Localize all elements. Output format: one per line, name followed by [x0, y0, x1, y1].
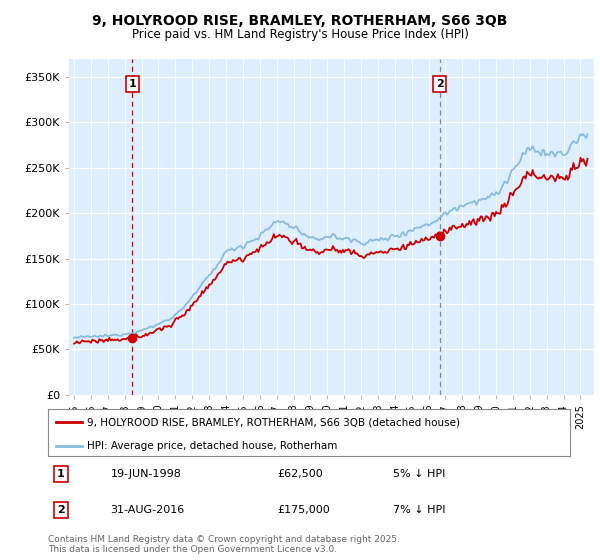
Text: 9, HOLYROOD RISE, BRAMLEY, ROTHERHAM, S66 3QB: 9, HOLYROOD RISE, BRAMLEY, ROTHERHAM, S6… [92, 14, 508, 28]
Text: Contains HM Land Registry data © Crown copyright and database right 2025.
This d: Contains HM Land Registry data © Crown c… [48, 535, 400, 554]
Text: 7% ↓ HPI: 7% ↓ HPI [392, 505, 445, 515]
Text: £62,500: £62,500 [278, 469, 323, 479]
Text: £175,000: £175,000 [278, 505, 331, 515]
Text: 5% ↓ HPI: 5% ↓ HPI [392, 469, 445, 479]
Text: HPI: Average price, detached house, Rotherham: HPI: Average price, detached house, Roth… [87, 441, 338, 451]
Text: 31-AUG-2016: 31-AUG-2016 [110, 505, 185, 515]
Text: 2: 2 [57, 505, 65, 515]
Text: 19-JUN-1998: 19-JUN-1998 [110, 469, 182, 479]
Text: Price paid vs. HM Land Registry's House Price Index (HPI): Price paid vs. HM Land Registry's House … [131, 28, 469, 41]
Text: 1: 1 [128, 79, 136, 89]
Text: 2: 2 [436, 79, 443, 89]
Text: 9, HOLYROOD RISE, BRAMLEY, ROTHERHAM, S66 3QB (detached house): 9, HOLYROOD RISE, BRAMLEY, ROTHERHAM, S6… [87, 417, 460, 427]
Text: 1: 1 [57, 469, 65, 479]
